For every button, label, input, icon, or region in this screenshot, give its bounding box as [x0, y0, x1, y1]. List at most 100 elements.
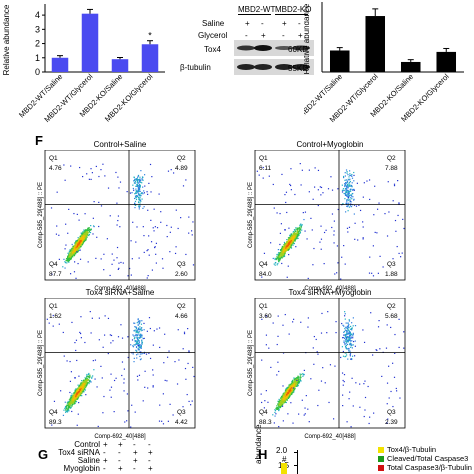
event-dot — [104, 315, 106, 317]
event-dot — [135, 343, 137, 345]
event-dot — [347, 204, 349, 206]
quadrant-label: Q3 — [177, 409, 186, 416]
event-dot — [287, 248, 289, 250]
event-dot — [138, 188, 140, 190]
event-dot — [135, 198, 138, 201]
event-dot — [350, 197, 352, 199]
event-dot — [71, 404, 73, 406]
event-dot — [66, 409, 69, 411]
event-dot — [69, 404, 71, 406]
event-dot — [72, 248, 75, 250]
event-dot — [76, 396, 78, 398]
event-dot — [277, 255, 279, 257]
event-dot — [77, 397, 80, 399]
event-dot — [346, 227, 349, 229]
event-dot — [345, 182, 348, 184]
event-dot — [132, 184, 134, 186]
event-dot — [65, 406, 67, 408]
event-dot — [161, 258, 164, 260]
event-dot — [164, 379, 166, 382]
event-dot — [76, 242, 78, 244]
event-dot — [279, 232, 282, 234]
event-dot — [192, 221, 194, 223]
event-dot — [80, 245, 82, 247]
event-dot — [153, 208, 155, 210]
quadrant-label: 4.66 — [175, 313, 188, 320]
event-dot — [87, 261, 89, 263]
event-dot — [186, 393, 188, 396]
event-dot — [69, 399, 71, 402]
event-dot — [137, 324, 139, 326]
event-dot — [67, 255, 69, 257]
event-dot — [77, 387, 79, 390]
event-dot — [290, 241, 292, 243]
event-dot — [84, 239, 86, 242]
event-dot — [284, 394, 287, 396]
event-dot — [82, 239, 84, 241]
event-dot — [293, 382, 295, 384]
event-dot — [81, 384, 83, 386]
event-dot — [131, 192, 133, 194]
event-dot — [290, 189, 292, 191]
event-dot — [352, 188, 354, 191]
event-dot — [140, 193, 142, 195]
event-dot — [343, 183, 346, 185]
event-dot — [126, 393, 128, 395]
event-dot — [402, 218, 404, 221]
event-dot — [86, 382, 89, 384]
event-dot — [333, 234, 335, 236]
event-dot — [349, 190, 351, 192]
event-dot — [80, 392, 82, 394]
event-dot — [349, 201, 351, 203]
event-dot — [313, 247, 315, 250]
event-dot — [92, 217, 94, 219]
event-dot — [284, 251, 286, 254]
event-dot — [174, 361, 176, 363]
event-dot — [138, 346, 140, 349]
event-dot — [69, 253, 72, 256]
event-dot — [377, 272, 379, 274]
event-dot — [135, 196, 137, 199]
event-dot — [78, 386, 80, 388]
event-dot — [145, 353, 148, 355]
event-dot — [141, 339, 143, 341]
event-dot — [353, 171, 355, 174]
event-dot — [289, 391, 291, 394]
event-dot — [53, 400, 56, 402]
event-dot — [97, 425, 99, 428]
event-dot — [139, 186, 141, 188]
event-dot — [68, 253, 70, 255]
event-dot — [136, 195, 139, 198]
event-dot — [384, 213, 386, 215]
event-dot — [84, 385, 86, 388]
event-dot — [285, 246, 287, 248]
event-dot — [80, 316, 82, 318]
event-dot — [293, 385, 295, 387]
event-dot — [152, 227, 154, 229]
event-dot — [288, 247, 291, 249]
event-dot — [296, 377, 298, 379]
event-dot — [319, 241, 321, 243]
event-dot — [139, 326, 141, 328]
event-dot — [345, 203, 348, 205]
event-dot — [282, 248, 284, 250]
event-dot — [296, 237, 298, 239]
event-dot — [289, 184, 292, 187]
event-dot — [317, 204, 319, 207]
event-dot — [331, 226, 333, 229]
event-dot — [284, 247, 286, 249]
event-dot — [285, 397, 287, 399]
event-dot — [163, 362, 165, 364]
event-dot — [276, 405, 278, 407]
event-dot — [292, 380, 294, 382]
event-dot — [294, 229, 296, 231]
event-dot — [294, 234, 296, 236]
event-dot — [116, 224, 118, 226]
event-dot — [362, 226, 364, 228]
event-dot — [349, 188, 352, 190]
event-dot — [285, 247, 287, 249]
event-dot — [82, 391, 84, 393]
event-dot — [139, 353, 141, 355]
event-dot — [141, 179, 143, 181]
event-dot — [71, 405, 73, 407]
